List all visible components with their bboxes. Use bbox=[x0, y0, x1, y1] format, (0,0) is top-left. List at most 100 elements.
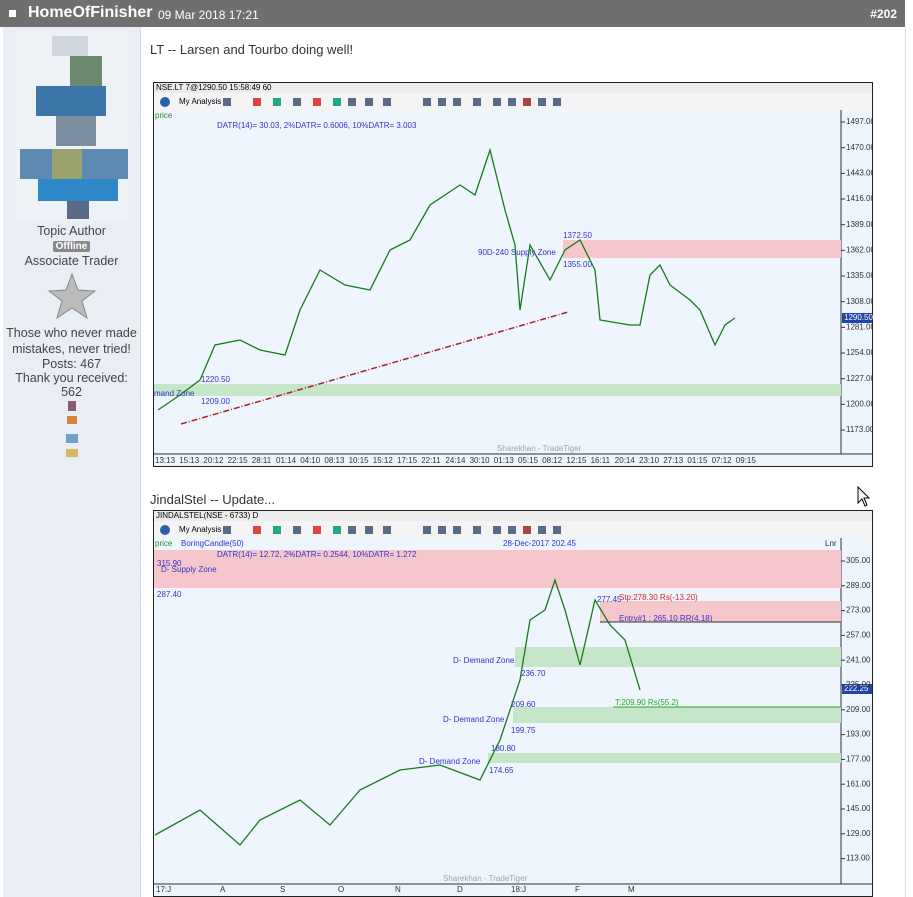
thanks-label: Thank you received: bbox=[15, 371, 128, 385]
y-tick-label: 1200.00 bbox=[846, 399, 873, 408]
x-tick-label: 07:12 bbox=[712, 456, 733, 465]
y-tick-label: 1281.00 bbox=[846, 322, 873, 331]
y-tick-label: 241.00 bbox=[846, 655, 871, 664]
level-label: 315.90 bbox=[157, 559, 182, 568]
level-label: 1209.00 bbox=[201, 397, 230, 406]
zone-label: D- Demand Zone bbox=[419, 757, 481, 766]
posts: Posts: 467 bbox=[41, 357, 102, 371]
target-label: T:209.90 Rs(55.2) bbox=[615, 698, 679, 707]
panel-label: price bbox=[155, 539, 173, 548]
cursor-info: 28-Dec-2017 202.45 bbox=[503, 539, 576, 548]
y-tick-label: 257.00 bbox=[846, 631, 871, 640]
y-tick-label: 273.00 bbox=[846, 606, 871, 615]
level-label: 1220.50 bbox=[201, 375, 230, 384]
y-tick-label: 1335.00 bbox=[846, 271, 873, 280]
x-tick-label: 15:12 bbox=[373, 456, 394, 465]
x-tick-label: 01:15 bbox=[687, 456, 708, 465]
y-tick-label: 1497.00 bbox=[846, 117, 873, 126]
x-tick-label: D bbox=[457, 885, 463, 894]
level-label: 1372.50 bbox=[563, 231, 592, 240]
y-tick-label: 1173.00 bbox=[846, 425, 873, 434]
x-tick-label: 08:13 bbox=[324, 456, 345, 465]
level-label: 287.40 bbox=[157, 590, 182, 599]
x-tick-label: 24:14 bbox=[445, 456, 466, 465]
y-tick-label: 1227.00 bbox=[846, 374, 873, 383]
watermark: Sharekhan - TradeTiger bbox=[443, 874, 528, 883]
level-label: 199.75 bbox=[511, 726, 536, 735]
post-text: JindalStel -- Update... bbox=[150, 492, 276, 507]
y-tick-label: 113.00 bbox=[846, 854, 870, 863]
level-label: 236.70 bbox=[521, 669, 546, 678]
menu[interactable]: My Analysis bbox=[179, 97, 221, 106]
datr: DATR(14)= 30.03, 2%DATR= 0.6006, 10%DATR… bbox=[217, 121, 417, 130]
post-body: LT -- Larsen and Tourbo doing well! Jind… bbox=[141, 27, 906, 897]
x-tick-label: 08:12 bbox=[542, 456, 563, 465]
x-tick-label: 30:10 bbox=[470, 456, 491, 465]
y-tick-label: 129.00 bbox=[846, 829, 871, 838]
last-price: 222.25 bbox=[844, 684, 869, 693]
author[interactable]: HomeOfFinisher bbox=[28, 4, 153, 21]
profile-icons bbox=[65, 401, 78, 457]
x-tick-label: S bbox=[280, 885, 285, 894]
post-text: LT -- Larsen and Tourbo doing well! bbox=[150, 42, 354, 57]
zone-label: D- Demand Zone bbox=[443, 715, 505, 724]
role: Topic Author bbox=[37, 224, 106, 238]
last-price: 1290.50 bbox=[844, 313, 873, 322]
zone-label: mand Zone bbox=[154, 389, 195, 398]
x-tick-label: 16:11 bbox=[591, 456, 611, 465]
x-tick-label: M bbox=[628, 885, 635, 894]
datr: DATR(14)= 12.72, 2%DATR= 0.2544, 10%DATR… bbox=[217, 550, 417, 559]
x-tick-label: 27:13 bbox=[663, 456, 684, 465]
x-tick-label: 22:15 bbox=[228, 456, 249, 465]
x-tick-label: 20:14 bbox=[615, 456, 636, 465]
level-label: 180.80 bbox=[491, 744, 516, 753]
y-tick-label: 1443.00 bbox=[846, 168, 873, 177]
scale-mode: Lnr bbox=[825, 539, 837, 548]
y-tick-label: 225.00 bbox=[846, 680, 871, 689]
profile: Topic Author Offline Associate Trader Th… bbox=[3, 27, 141, 897]
post-header: HomeOfFinisher 09 Mar 2018 17:21 #202 bbox=[0, 0, 905, 27]
indicator: BoringCandle(50) bbox=[181, 539, 244, 548]
post-number[interactable]: #202 bbox=[870, 7, 897, 21]
x-tick-label: 05:15 bbox=[518, 456, 539, 465]
x-tick-label: O bbox=[338, 885, 344, 894]
status: Offline bbox=[52, 241, 91, 252]
y-tick-label: 305.00 bbox=[846, 556, 871, 565]
chart-image: JINDALSTEL(NSE - 6733) D My Analysis pri… bbox=[153, 510, 873, 897]
y-tick-label: 1308.00 bbox=[846, 297, 873, 306]
x-tick-label: 09:15 bbox=[736, 456, 757, 465]
y-tick-label: 145.00 bbox=[846, 804, 871, 813]
x-tick-label: N bbox=[395, 885, 401, 894]
entry-label: Entry#1 : 265.10 RR(4.18) bbox=[619, 614, 713, 623]
chart-image: NSE.LT 7@1290.50 15:58:49 60 My Analysis… bbox=[153, 82, 873, 467]
rank: Associate Trader bbox=[24, 254, 119, 268]
y-tick-label: 177.00 bbox=[846, 755, 871, 764]
x-tick-label: 15:13 bbox=[179, 456, 200, 465]
x-tick-label: 17:J bbox=[156, 885, 171, 894]
x-tick-label: 20:12 bbox=[203, 456, 224, 465]
x-tick-label: 13:13 bbox=[155, 456, 176, 465]
y-tick-label: 1389.00 bbox=[846, 220, 873, 229]
y-tick-label: 1362.00 bbox=[846, 245, 873, 254]
menu[interactable]: My Analysis bbox=[179, 525, 221, 534]
stop-label: Stp:278.30 Rs(-13.20) bbox=[619, 593, 698, 602]
panel-label: price bbox=[155, 111, 173, 120]
thanks: 562 bbox=[61, 385, 82, 399]
level-label: 209.60 bbox=[511, 700, 536, 709]
y-tick-label: 161.00 bbox=[846, 779, 871, 788]
y-tick-label: 1254.00 bbox=[846, 348, 873, 357]
level-label: 1355.00 bbox=[563, 260, 592, 269]
post-date: 09 Mar 2018 17:21 bbox=[158, 8, 259, 22]
x-tick-label: 23:10 bbox=[639, 456, 660, 465]
x-tick-label: 01:14 bbox=[276, 456, 297, 465]
x-tick-label: 10:15 bbox=[349, 456, 370, 465]
x-tick-label: 04:10 bbox=[300, 456, 321, 465]
y-tick-label: 1470.00 bbox=[846, 143, 873, 152]
x-tick-label: 22:11 bbox=[421, 456, 441, 465]
level-label: 277.45 bbox=[597, 595, 622, 604]
avatar bbox=[15, 31, 128, 221]
star-icon bbox=[47, 272, 96, 320]
zone-label: D- Supply Zone bbox=[161, 565, 217, 574]
window-title: NSE.LT 7@1290.50 15:58:49 60 bbox=[156, 83, 272, 92]
x-tick-label: 12:15 bbox=[566, 456, 587, 465]
